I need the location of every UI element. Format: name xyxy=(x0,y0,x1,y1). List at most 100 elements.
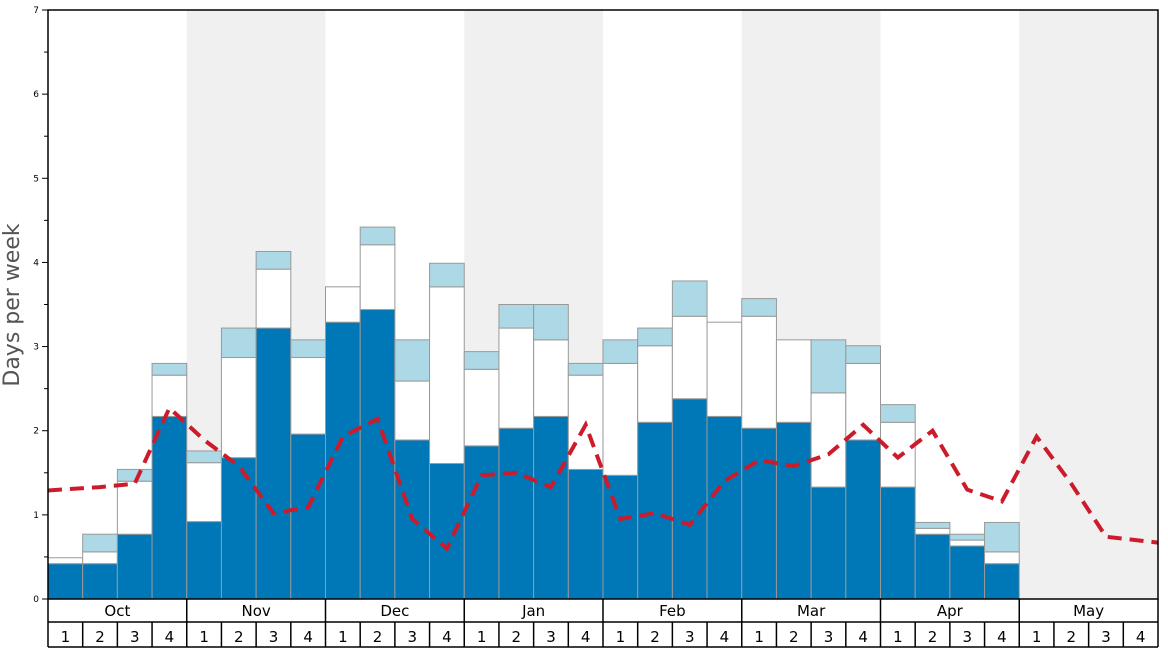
week-label: 2 xyxy=(928,628,938,646)
y-tick-label: 3 xyxy=(33,343,39,353)
bar-segment-2-5 xyxy=(186,462,222,523)
week-label: 4 xyxy=(581,628,591,646)
bar-segment-2-1 xyxy=(47,557,84,565)
y-tick-label: 0 xyxy=(33,595,39,605)
bar-segment-2-4 xyxy=(151,374,188,417)
bar-segment-1-21 xyxy=(741,427,777,600)
y-axis-label: Days per week xyxy=(0,223,25,386)
bar-segment-2-27 xyxy=(949,539,986,547)
week-label: 4 xyxy=(165,628,175,646)
bar-segment-3-14 xyxy=(498,304,535,329)
bar-segment-2-28 xyxy=(984,551,1020,565)
bar-segment-1-4 xyxy=(151,415,188,600)
y-tick-label: 6 xyxy=(33,90,39,100)
week-label: 2 xyxy=(1067,628,1077,646)
bar-segment-3-4 xyxy=(151,362,188,376)
bar-segment-3-8 xyxy=(290,339,326,359)
bar-segment-2-19 xyxy=(671,315,708,400)
week-label: 1 xyxy=(1032,628,1042,646)
month-label-apr: Apr xyxy=(937,602,964,620)
month-label-dec: Dec xyxy=(380,602,409,620)
bar-segment-3-17 xyxy=(602,339,639,364)
bar-segment-3-26 xyxy=(914,521,951,529)
bar-segment-2-24 xyxy=(845,362,881,441)
bar-segment-2-8 xyxy=(290,357,326,435)
bar-segment-2-21 xyxy=(741,315,777,429)
week-label: 2 xyxy=(373,628,383,646)
week-label: 1 xyxy=(477,628,487,646)
bars xyxy=(47,226,1020,600)
y-tick-label: 5 xyxy=(33,174,39,184)
month-label-may: May xyxy=(1073,602,1104,620)
bar-segment-2-26 xyxy=(914,527,951,535)
bar-segment-3-23 xyxy=(810,339,847,394)
bar-segment-2-20 xyxy=(706,321,743,417)
week-label: 2 xyxy=(512,628,522,646)
month-shade-may xyxy=(1019,10,1158,599)
bar-segment-2-15 xyxy=(533,339,569,417)
week-label: 3 xyxy=(546,628,556,646)
bar-segment-1-26 xyxy=(914,533,951,600)
bar-segment-1-3 xyxy=(116,533,153,600)
bar-segment-1-12 xyxy=(429,463,465,600)
month-label-feb: Feb xyxy=(659,602,686,620)
bar-segment-1-27 xyxy=(949,545,986,600)
bar-segment-1-25 xyxy=(880,486,916,600)
bar-segment-2-9 xyxy=(325,286,361,323)
bar-segment-1-17 xyxy=(602,474,639,600)
y-tick-label: 1 xyxy=(33,511,39,521)
bar-segment-1-16 xyxy=(567,468,604,600)
bar-segment-3-19 xyxy=(671,280,708,317)
bar-segment-2-13 xyxy=(463,368,500,447)
week-label: 3 xyxy=(130,628,140,646)
week-label: 3 xyxy=(269,628,279,646)
week-label: 3 xyxy=(824,628,834,646)
week-label: 4 xyxy=(1136,628,1146,646)
week-label: 4 xyxy=(997,628,1007,646)
y-tick-label: 4 xyxy=(33,258,39,268)
month-label-jan: Jan xyxy=(521,602,545,620)
bar-segment-3-13 xyxy=(463,351,500,370)
week-label: 1 xyxy=(616,628,626,646)
bar-segment-1-5 xyxy=(186,521,222,600)
bar-segment-2-10 xyxy=(359,244,396,311)
bar-segment-3-15 xyxy=(533,304,569,341)
bar-segment-3-16 xyxy=(567,362,604,376)
trend-line-path xyxy=(47,404,1159,552)
bar-segment-3-7 xyxy=(255,250,292,270)
bar-segment-2-6 xyxy=(220,357,257,459)
bar-segment-3-5 xyxy=(186,450,222,464)
week-label: 4 xyxy=(858,628,868,646)
bar-segment-1-22 xyxy=(775,421,812,600)
bar-segment-2-22 xyxy=(775,339,812,423)
trend-line xyxy=(47,404,1159,552)
week-label: 3 xyxy=(1101,628,1111,646)
bar-segment-3-2 xyxy=(82,533,118,553)
bar-segment-1-15 xyxy=(533,415,569,600)
bar-segment-2-14 xyxy=(498,327,535,429)
week-label: 1 xyxy=(754,628,764,646)
bar-segment-1-14 xyxy=(498,427,535,600)
week-label: 2 xyxy=(789,628,799,646)
bar-segment-3-6 xyxy=(220,327,257,359)
week-label: 3 xyxy=(407,628,417,646)
week-label: 2 xyxy=(95,628,105,646)
bar-segment-1-23 xyxy=(810,486,847,600)
bar-segment-1-20 xyxy=(706,415,743,600)
week-label: 1 xyxy=(61,628,71,646)
week-label: 1 xyxy=(199,628,209,646)
bar-segment-1-1 xyxy=(47,563,84,600)
week-label: 4 xyxy=(720,628,730,646)
bar-segment-2-12 xyxy=(429,286,465,465)
bar-segment-2-11 xyxy=(394,380,431,441)
bar-segment-1-18 xyxy=(637,421,673,600)
bar-segment-3-28 xyxy=(984,521,1020,553)
bar-segment-2-2 xyxy=(82,551,118,565)
bar-segment-1-7 xyxy=(255,327,292,600)
week-label: 2 xyxy=(234,628,244,646)
x-axis: Oct 1 2 3 4 Nov 1 2 3 4 Dec 1 2 3 4 Jan 1 2 3 4 Feb 1 2 3 4 Mar 1 2… xyxy=(47,599,1159,648)
week-label: 1 xyxy=(893,628,903,646)
bar-segment-3-25 xyxy=(880,404,916,423)
week-label: 4 xyxy=(303,628,313,646)
week-label: 4 xyxy=(442,628,452,646)
